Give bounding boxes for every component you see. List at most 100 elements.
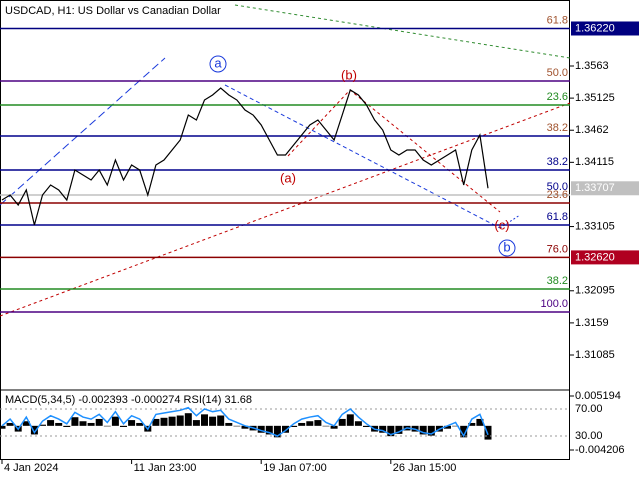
- macd-bar: [152, 418, 160, 426]
- price-line: [1, 87, 489, 226]
- macd-bar: [282, 425, 289, 433]
- macd-bar: [103, 425, 111, 427]
- annotation: b: [503, 239, 510, 254]
- annotation-circle: [498, 239, 516, 257]
- macd-bar: [257, 425, 265, 433]
- macd-bar: [176, 415, 184, 426]
- macd-bar: [160, 417, 168, 426]
- macd-bar: [338, 418, 346, 426]
- macd-bar: [273, 425, 281, 438]
- macd-bar: [322, 425, 330, 427]
- macd-bar: [298, 422, 306, 426]
- y-tick-label: 1.3159: [575, 317, 609, 329]
- macd-bar: [387, 425, 395, 437]
- y-tick-label: 1.3563: [575, 60, 609, 72]
- rsi-line: [1, 406, 489, 438]
- level-label: 61.8: [547, 211, 568, 223]
- price-label: 1.36220: [575, 22, 615, 34]
- level-label: 23.6: [547, 189, 568, 201]
- price-label-bg: [571, 21, 639, 36]
- annotation-circle: [209, 55, 227, 73]
- chart-title: USDCAD, H1: US Dollar vs Canadian Dollar: [5, 5, 221, 17]
- macd-bar: [95, 418, 103, 426]
- macd-bar: [111, 416, 119, 426]
- trend-line: [0, 57, 166, 206]
- macd-bar: [484, 425, 492, 440]
- macd-bar: [314, 420, 322, 426]
- price-label-bg: [571, 250, 639, 265]
- macd-bar: [468, 422, 476, 426]
- x-tick-label: 4 Jan 2024: [4, 462, 58, 474]
- macd-bar: [233, 425, 241, 427]
- macd-tick-label: 0.005194: [575, 390, 621, 402]
- annotation: (c): [494, 217, 509, 232]
- macd-bar: [55, 422, 63, 426]
- macd-bar: [6, 422, 14, 426]
- macd-bar: [330, 425, 338, 429]
- y-tick-label: 1.3462: [575, 124, 609, 136]
- macd-bar: [452, 425, 460, 427]
- macd-bar: [192, 420, 200, 426]
- macd-bar: [346, 414, 354, 426]
- macd-bar: [306, 421, 314, 426]
- levels: 61.850.023.638.238.250.023.661.876.038.2…: [0, 14, 570, 313]
- macd-tick-label: -0.004206: [575, 444, 625, 456]
- macd-bar: [460, 425, 468, 438]
- macd-bar: [128, 420, 136, 426]
- price-plot: [1, 87, 489, 226]
- macd-bar: [395, 425, 403, 434]
- macd-bar: [201, 414, 208, 426]
- macd-bar: [168, 416, 176, 426]
- macd-bar: [444, 425, 451, 429]
- macd-bar: [120, 425, 127, 427]
- x-tick-label: 19 Jan 07:00: [263, 462, 327, 474]
- macd-bar: [39, 424, 46, 426]
- macd-bar: [71, 417, 79, 426]
- macd-bar: [47, 420, 55, 426]
- macd-bar: [379, 425, 387, 433]
- x-tick-label: 26 Jan 15:00: [393, 462, 457, 474]
- macd-bar: [79, 421, 87, 426]
- macd-bar: [476, 418, 484, 426]
- x-tick-label: 11 Jan 23:00: [134, 462, 197, 474]
- level-label: 50.0: [547, 181, 568, 193]
- macd-bar: [22, 421, 30, 426]
- macd-bar: [184, 413, 192, 426]
- y-tick-label: 1.34115: [575, 156, 614, 168]
- level-label: 76.0: [547, 243, 568, 255]
- level-label: 38.2: [547, 275, 568, 287]
- frame: [0, 0, 570, 460]
- y-tick-label: 1.32095: [575, 285, 615, 297]
- trend-line: [234, 4, 571, 59]
- macd-bar: [0, 425, 6, 429]
- level-label: 50.0: [547, 67, 568, 79]
- macd-bar: [209, 416, 217, 426]
- macd-bar: [265, 425, 273, 435]
- indicator-title: MACD(5,34,5) -0.002393 -0.000274 RSI(14)…: [5, 394, 252, 406]
- level-label: 38.2: [547, 156, 568, 168]
- macd-bar: [363, 425, 370, 427]
- y-tick-label: 1.35125: [575, 92, 615, 104]
- macd-bar: [87, 422, 95, 426]
- macd-bar: [427, 425, 435, 436]
- price-label-bg: [571, 181, 639, 196]
- macd-bar: [419, 425, 427, 435]
- rsi-tick-label: 70.00: [575, 403, 603, 415]
- price-label: 1.33707: [575, 182, 615, 194]
- macd-bar: [241, 425, 249, 429]
- macd-bar: [217, 415, 225, 426]
- macd-bar: [290, 425, 298, 427]
- macd-bar: [136, 422, 144, 426]
- price-label: 1.32620: [575, 251, 615, 263]
- annotation: (a): [280, 170, 296, 185]
- rsi-tick-label: 30.00: [575, 430, 603, 442]
- macd-bar: [354, 421, 362, 426]
- y-tick-label: 1.31085: [575, 349, 615, 361]
- trend-line: [224, 84, 501, 229]
- macd-bar: [63, 425, 71, 427]
- level-label: 100.0: [540, 298, 568, 310]
- annotation: a: [214, 55, 222, 70]
